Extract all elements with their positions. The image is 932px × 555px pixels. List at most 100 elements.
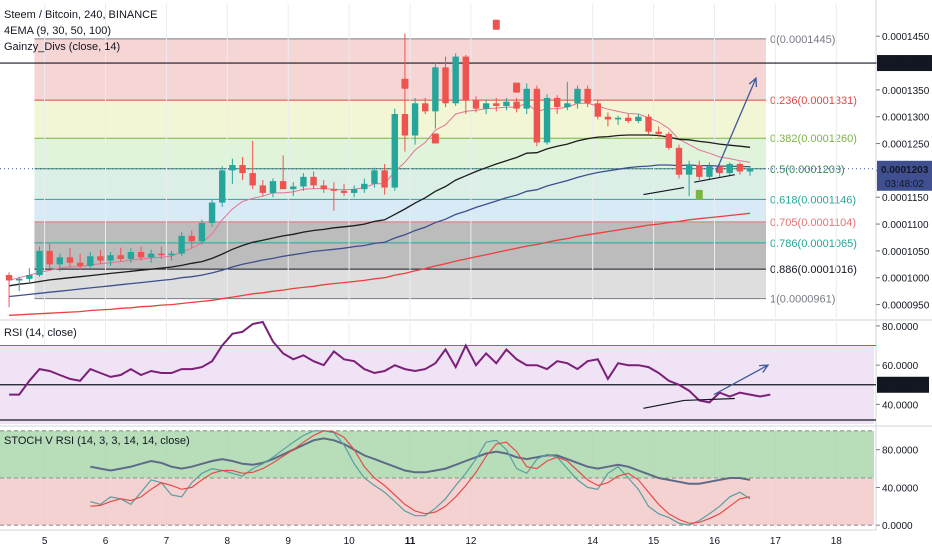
candle-body	[675, 147, 683, 175]
current-price-label: 0.0001203	[881, 165, 929, 176]
candle-body	[513, 101, 520, 109]
rsi-level-tag	[877, 376, 929, 393]
candle-body	[665, 133, 673, 148]
price-projection-arrow	[715, 77, 757, 172]
candle-body	[16, 278, 23, 281]
countdown-label: 03:48:02	[885, 179, 924, 190]
chart-title-legend: Steem / Bitcoin, 240, BINANCE	[4, 9, 157, 21]
candle-body	[239, 165, 246, 174]
candle-body	[401, 114, 409, 136]
stoch-rsi-pane	[0, 430, 874, 526]
ema-legend: 4EMA (9, 30, 50, 100)	[4, 25, 111, 37]
candle-body	[635, 116, 642, 122]
candle-body	[736, 163, 744, 172]
candle-body	[696, 165, 703, 177]
candle-body	[361, 183, 368, 190]
candle-body	[604, 116, 612, 120]
candle-body	[523, 88, 530, 109]
rsi-tick-label: 40.0000	[882, 400, 919, 411]
bearish-divergence-marker	[431, 133, 439, 144]
bearish-divergence-marker	[401, 78, 409, 89]
line-price-tag-label: 0.0001400	[881, 59, 929, 70]
candle-body	[76, 262, 84, 266]
stoch-lower-band	[0, 478, 874, 526]
candle-body	[330, 189, 338, 191]
time-tick-label: 10	[344, 536, 356, 547]
candle-body	[158, 253, 165, 256]
candle-body	[685, 165, 693, 175]
fib-level-label: 0.618(0.0001146)	[770, 194, 856, 206]
candle-body	[462, 56, 470, 101]
price-axis[interactable]: 0.0001450 0.0001400 0.0001350 0.0001300 0.00…	[876, 32, 932, 532]
time-tick-label: 16	[709, 536, 721, 547]
rsi-legend: RSI (14, close)	[4, 327, 77, 339]
candle-body	[168, 253, 175, 256]
candle-body	[279, 181, 287, 190]
candle-body	[371, 170, 378, 184]
stoch-k-line	[90, 430, 751, 526]
candle-body	[208, 202, 216, 223]
fib-level-label: 0.705(0.0001104)	[770, 217, 856, 229]
stoch-tick-label: 80.0000	[882, 446, 919, 457]
divergence-markers	[401, 19, 703, 200]
candle-body	[432, 67, 439, 112]
candle-body	[472, 100, 480, 109]
rsi-divergence-line	[643, 399, 685, 409]
fib-level-label: 0.382(0.0001260)	[770, 133, 857, 145]
candle-body	[614, 117, 622, 120]
rsi-projection-arrow-head	[758, 364, 770, 373]
candle-body	[107, 255, 114, 261]
time-axis[interactable]: 5 6 7 8 9 10 11 12 14 15 16 17 18	[42, 536, 842, 547]
candle-body	[229, 165, 236, 171]
candle-body	[198, 222, 206, 242]
price-tick-label: 0.0001450	[882, 32, 930, 43]
candle-body	[422, 103, 429, 112]
stoch-tick-label: 40.0000	[882, 483, 919, 494]
time-tick-label: 11	[405, 536, 416, 547]
candle-body	[584, 88, 591, 104]
fib-level-label: 0.236(0.0001331)	[770, 95, 857, 107]
candle-body	[716, 166, 723, 174]
candle-body	[726, 163, 733, 174]
candle-body	[574, 88, 581, 104]
candle-body	[117, 255, 124, 259]
ema-line-9	[8, 102, 751, 281]
candle-body	[219, 170, 226, 203]
rsi-line	[9, 320, 771, 404]
candle-body	[127, 251, 135, 259]
candle-body	[706, 166, 713, 177]
fib-level-label: 0.5(0.0001203)	[770, 164, 845, 176]
price-tick-label: 0.0001000	[882, 274, 930, 285]
price-projection-arrow-head	[748, 76, 758, 88]
fibonacci-retracement[interactable]: 0(0.0001445) 0.236(0.0001331) 0.382(0.0001…	[34, 34, 857, 306]
candle-body	[493, 103, 500, 106]
bearish-divergence-marker	[513, 82, 521, 93]
candle-body	[411, 103, 419, 136]
price-divergence-line	[643, 186, 685, 196]
candle-body	[137, 251, 145, 258]
divs-legend: Gainzy_Divs (close, 14)	[4, 41, 120, 53]
fib-level-label: 1(0.0000961)	[770, 294, 835, 306]
current-price-tag	[877, 160, 932, 191]
stoch-legend: STOCH V RSI (14, 3, 3, 14, 14, close)	[4, 435, 190, 447]
price-tick-label: 0.0001350	[882, 86, 930, 97]
candle-body	[655, 131, 662, 134]
stoch-avg-line	[90, 437, 751, 485]
price-tick-label: 0.0001250	[882, 140, 930, 151]
candle-body	[543, 97, 551, 143]
candle-body	[482, 103, 490, 109]
bullish-divergence-marker	[695, 189, 703, 200]
drawings[interactable]	[643, 76, 770, 409]
rsi-level-label: 50.0000	[882, 381, 919, 392]
line-price-tag	[877, 55, 932, 72]
stoch-d-line	[90, 430, 751, 524]
price-tick-label: 0.0000950	[882, 301, 930, 312]
time-tick-label: 7	[164, 536, 170, 547]
price-tick-label: 0.0001050	[882, 247, 930, 258]
candle-body	[503, 101, 510, 106]
candle-body	[269, 181, 277, 193]
candle-body	[452, 56, 459, 104]
fib-level-label: 0(0.0001445)	[770, 34, 835, 46]
